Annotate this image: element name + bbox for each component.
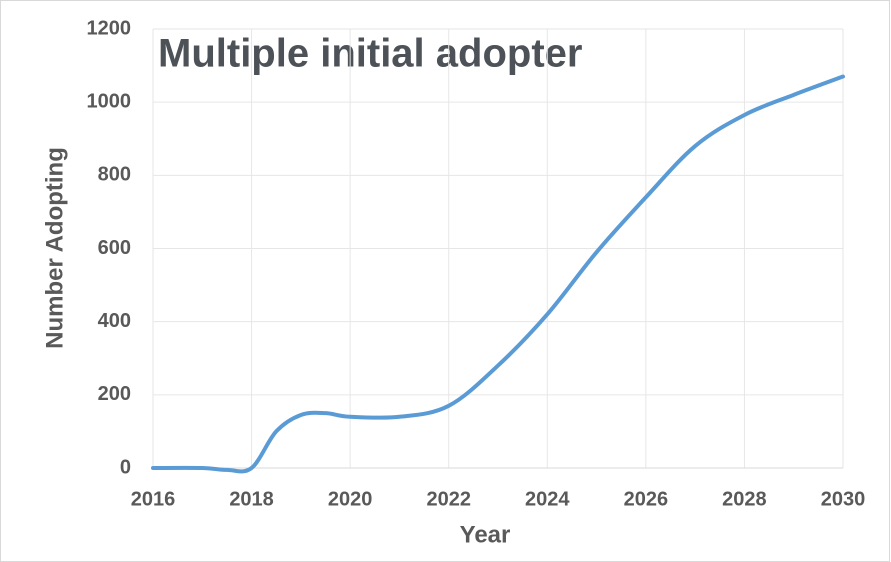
y-tick-label: 800	[98, 164, 131, 186]
chart-title: Multiple initial adopter	[158, 32, 582, 76]
x-tick-label: 2020	[328, 488, 373, 510]
x-tick-label: 2030	[821, 488, 866, 510]
x-axis-label: Year	[460, 521, 511, 548]
y-tick-label: 400	[98, 310, 131, 332]
y-tick-label: 1000	[87, 90, 132, 112]
data-line	[151, 74, 845, 474]
x-tick-label: 2022	[426, 488, 471, 510]
y-axis-label: Number Adopting	[41, 147, 68, 349]
x-tick-label: 2024	[525, 488, 570, 510]
x-tick-label: 2016	[131, 488, 176, 510]
x-tick-label: 2018	[229, 488, 274, 510]
y-tick-label: 600	[98, 237, 131, 259]
y-tick-label: 200	[98, 383, 131, 405]
y-tick-label: 0	[120, 456, 131, 478]
x-tick-label: 2026	[624, 488, 669, 510]
x-tick-label: 2028	[722, 488, 767, 510]
y-tick-label: 1200	[87, 17, 132, 39]
